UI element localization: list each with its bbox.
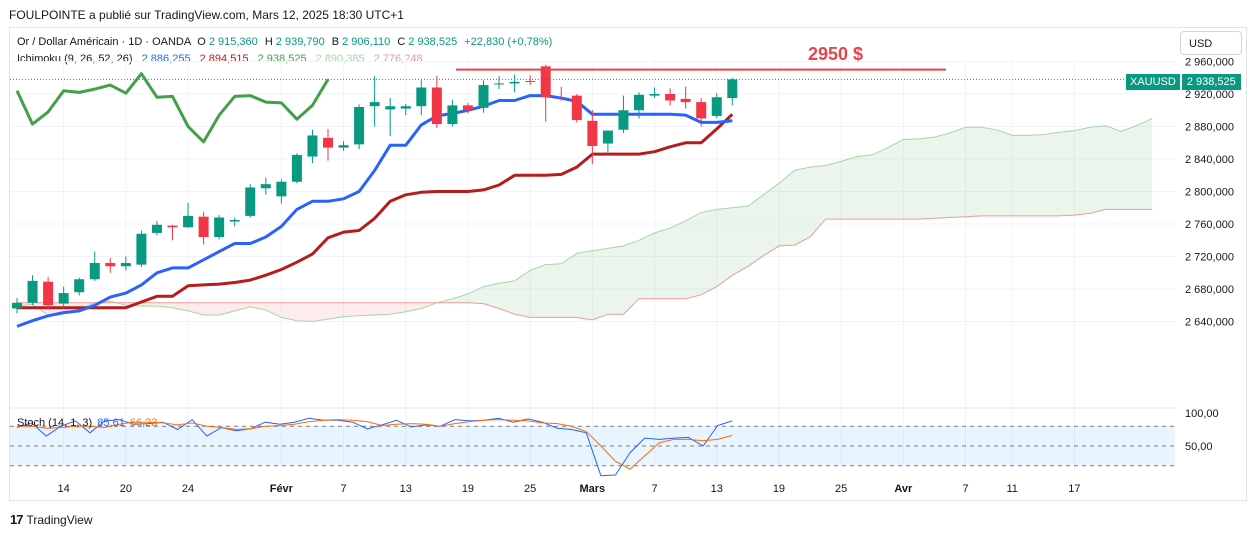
tradingview-footer: 17 TradingView [10, 512, 93, 527]
open-label: O [197, 36, 206, 48]
stoch-k-value: 85,61 [97, 417, 125, 429]
tradingview-logo-icon: 17 [10, 512, 24, 527]
change-value: +22,830 (+0,78%) [464, 36, 553, 48]
price-tag-symbol: XAUUSD [1126, 74, 1180, 90]
kijun-value: 2 894,515 [199, 53, 249, 65]
close-label: C [397, 36, 406, 48]
tenkan-value: 2 886,255 [141, 53, 191, 65]
price-tag-value: 2 938,525 [1181, 74, 1241, 90]
close-value: 2 938,525 [408, 36, 458, 48]
low-label: B [331, 36, 340, 48]
high-label: H [264, 36, 273, 48]
low-value: 2 906,110 [342, 36, 391, 48]
span-b-value: 2 776,248 [373, 53, 423, 65]
publisher-header: FOULPOINTE a publié sur TradingView.com,… [9, 8, 404, 22]
symbol-name[interactable]: Or / Dollar Américain · 1D · OANDA [17, 36, 192, 48]
ichimoku-legend: Ichimoku (9, 26, 52, 26) 2 886,255 2 894… [17, 53, 426, 65]
ichimoku-name[interactable]: Ichimoku (9, 26, 52, 26) [17, 53, 133, 65]
high-value: 2 939,790 [275, 36, 325, 48]
stoch-d-value: 66,23 [129, 417, 158, 429]
stoch-legend: Stoch (14, 1, 3) 85,61 66,23 [17, 417, 157, 429]
chart-frame [9, 27, 1247, 501]
chikou-value: 2 938,525 [257, 53, 307, 65]
currency-button[interactable]: USD [1180, 31, 1242, 55]
span-a-value: 2 890,385 [315, 53, 365, 65]
footer-brand: TradingView [26, 512, 93, 527]
target-annotation: 2950 $ [808, 44, 864, 64]
last-price-tag: XAUUSD 2 938,525 [1126, 74, 1241, 90]
open-value: 2 915,360 [208, 36, 258, 48]
stoch-name[interactable]: Stoch (14, 1, 3) [17, 417, 93, 429]
